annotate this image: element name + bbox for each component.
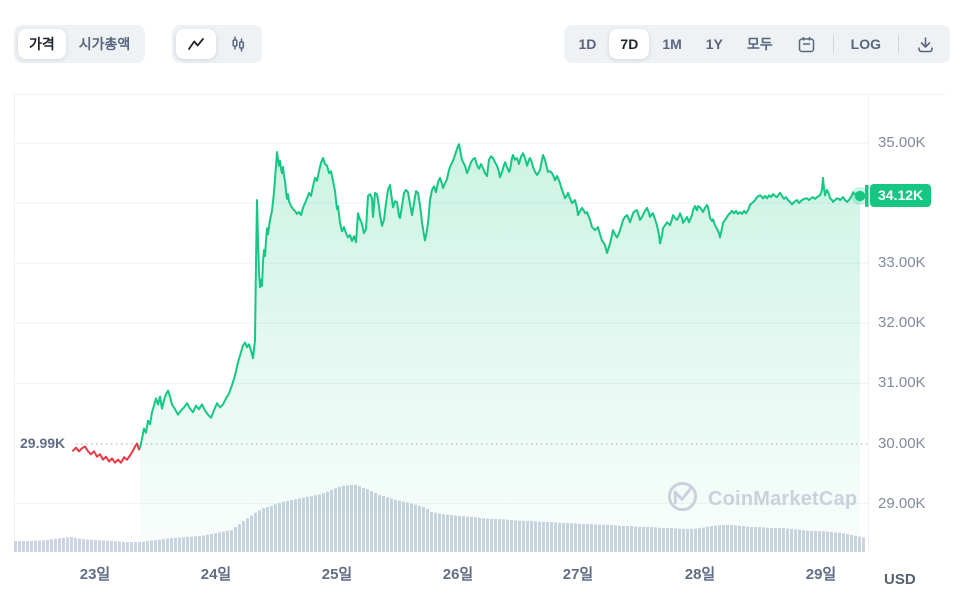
line-chart-icon [187,36,205,52]
toggle-price[interactable]: 가격 [18,29,66,59]
download-button[interactable] [905,29,946,59]
current-price-tick [865,184,869,207]
download-icon [916,35,935,54]
coinmarketcap-logo-icon [666,480,699,518]
x-axis-label: 23일 [79,566,111,583]
view-toggle-group: 가격 시가총액 [14,25,146,63]
watermark-text: CoinMarketCap [708,487,858,510]
price-line-down-segment [72,442,141,464]
range-all-button[interactable]: 모두 [746,36,773,52]
log-scale-button[interactable]: LOG [850,36,881,52]
chart-type-group [172,25,262,63]
toolbar-divider [832,35,834,53]
currency-unit-label: USD [884,571,916,588]
range-1d-button[interactable]: 1D [578,36,597,52]
range-7d-button[interactable]: 7D [609,29,650,59]
x-axis-label: 25일 [321,566,353,583]
x-axis-label: 28일 [684,566,716,583]
price-area-fill [140,144,860,552]
calendar-icon [797,35,816,54]
x-axis-label: 24일 [200,566,232,583]
range-1y-button[interactable]: 1Y [705,36,723,52]
toggle-market-cap[interactable]: 시가총액 [78,36,131,52]
current-price-badge: 34.12K [870,184,932,207]
y-axis-label: 29.00K [878,495,926,512]
x-axis-label: 26일 [442,566,474,583]
x-axis-label: 27일 [562,566,594,583]
price-line-up-segment [139,143,861,449]
candlestick-chart-button[interactable] [218,29,258,59]
y-axis-label: 30.00K [878,435,926,452]
y-axis-label: 31.00K [878,374,926,391]
coinmarketcap-watermark: CoinMarketCap [666,480,857,518]
toolbar-divider [898,35,899,53]
date-range-button[interactable] [786,29,827,59]
y-axis-label: 32.00K [878,314,926,331]
line-chart-button[interactable] [176,29,216,59]
candlestick-icon [229,35,247,53]
range-1m-button[interactable]: 1M [662,36,682,52]
y-axis-label: 33.00K [878,254,926,271]
current-price-dot [854,190,866,202]
x-axis-label: 29일 [805,566,837,583]
range-selector-group: 1D 7D 1M 1Y 모두 LOG [563,25,950,63]
y-axis-label: 35.00K [878,134,926,151]
open-price-label: 29.99K [20,435,66,451]
